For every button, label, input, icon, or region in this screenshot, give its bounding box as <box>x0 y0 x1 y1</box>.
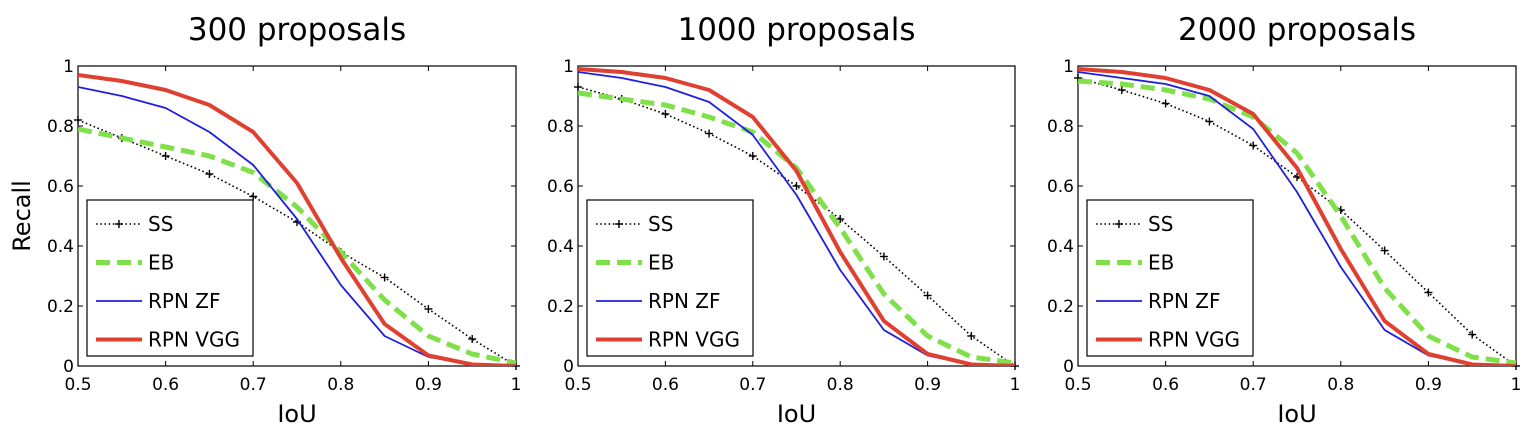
legend-label: RPN ZF <box>148 289 220 313</box>
legend-label: RPN VGG <box>648 328 740 352</box>
ss-point-marker <box>793 182 801 190</box>
ss-point-marker <box>705 130 713 138</box>
ss-point-marker <box>1162 100 1170 108</box>
x-tick-label: 1 <box>1511 375 1522 395</box>
ss-point-marker <box>1249 142 1257 150</box>
y-tick-label: 0.4 <box>547 237 574 257</box>
x-tick-label: 0.7 <box>1240 375 1267 395</box>
y-tick-label: 0.4 <box>1047 237 1074 257</box>
ss-point-marker <box>205 170 213 178</box>
ss-point-marker <box>468 335 476 343</box>
ss-point-marker <box>1468 331 1476 339</box>
chart-panel-3: 2000 proposals 0.5 0.6 0.7 0.8 0.9 1 0 0.2 0.4 0.6… <box>1047 12 1521 428</box>
y-tick-label: 0.8 <box>47 117 74 137</box>
y-tick-label: 0.6 <box>47 177 74 197</box>
x-tick-label: 1 <box>511 375 522 395</box>
x-tick-label: 0.9 <box>914 375 941 395</box>
x-tick-label: 0.6 <box>152 375 179 395</box>
x-tick-label: 0.9 <box>415 375 442 395</box>
ss-point-marker <box>749 152 757 160</box>
ss-point-marker <box>661 110 669 118</box>
y-tick-label: 0.6 <box>547 177 574 197</box>
x-tick-label: 0.6 <box>652 375 679 395</box>
x-axis-label: IoU <box>277 400 316 428</box>
y-tick-label: 0 <box>563 357 574 377</box>
legend-label: EB <box>148 251 174 275</box>
chart-panel-1: 300 proposals 0.5 0.6 0.7 0.8 0.9 1 0 0.2 0.4 0.6 0… <box>8 12 521 428</box>
x-tick-label: 0.6 <box>1152 375 1179 395</box>
legend: SS EB RPN ZF RPN VGG <box>87 200 253 356</box>
legend-label: SS <box>148 212 173 236</box>
legend-label: EB <box>1148 251 1174 275</box>
y-tick-label: 0.2 <box>47 297 74 317</box>
y-tick-label: 1 <box>563 57 574 77</box>
x-tick-label: 1 <box>1010 375 1021 395</box>
y-tick-label: 0 <box>1063 357 1074 377</box>
y-tick-label: 0.8 <box>547 117 574 137</box>
chart-panel-2: 1000 proposals 0.5 0.6 0.7 0.8 0.9 1 0 0.2 0.4 0.6… <box>547 12 1020 428</box>
y-tick-label: 0.2 <box>1047 297 1074 317</box>
legend: SS EB RPN ZF RPN VGG <box>1087 200 1253 356</box>
legend-label: RPN ZF <box>648 289 720 313</box>
x-tick-label: 0.8 <box>827 375 854 395</box>
legend-label: RPN ZF <box>1148 289 1220 313</box>
ss-point-marker <box>249 193 257 201</box>
ss-point-marker <box>162 152 170 160</box>
y-axis-label: Recall <box>8 180 36 252</box>
x-axis-label: IoU <box>777 400 816 428</box>
chart-title: 1000 proposals <box>677 12 915 48</box>
legend-label: RPN VGG <box>1148 328 1240 352</box>
x-tick-label: 0.7 <box>240 375 267 395</box>
ss-point-marker <box>1118 86 1126 94</box>
ss-point-marker <box>1205 118 1213 126</box>
y-tick-label: 1 <box>1063 57 1074 77</box>
ss-point-marker <box>1424 289 1432 297</box>
legend: SS EB RPN ZF RPN VGG <box>587 200 753 356</box>
y-tick-label: 0 <box>63 357 74 377</box>
ss-point-marker <box>74 116 82 124</box>
chart-title: 300 proposals <box>188 12 406 48</box>
x-tick-label: 0.7 <box>739 375 766 395</box>
y-tick-label: 0.8 <box>1047 117 1074 137</box>
y-tick-label: 0.2 <box>547 297 574 317</box>
x-tick-label: 0.9 <box>1415 375 1442 395</box>
legend-label: SS <box>1148 212 1173 236</box>
x-axis-label: IoU <box>1277 400 1316 428</box>
x-tick-label: 0.5 <box>564 375 591 395</box>
chart-title: 2000 proposals <box>1178 12 1416 48</box>
y-tick-label: 1 <box>63 57 74 77</box>
y-tick-label: 0.6 <box>1047 177 1074 197</box>
x-tick-label: 0.8 <box>1327 375 1354 395</box>
legend-label: SS <box>648 212 673 236</box>
x-tick-label: 0.8 <box>327 375 354 395</box>
legend-label: RPN VGG <box>148 328 240 352</box>
x-tick-label: 0.5 <box>1064 375 1091 395</box>
legend-label: EB <box>648 251 674 275</box>
ss-point-marker <box>574 83 582 91</box>
x-tick-label: 0.5 <box>64 375 91 395</box>
y-tick-label: 0.4 <box>47 237 74 257</box>
